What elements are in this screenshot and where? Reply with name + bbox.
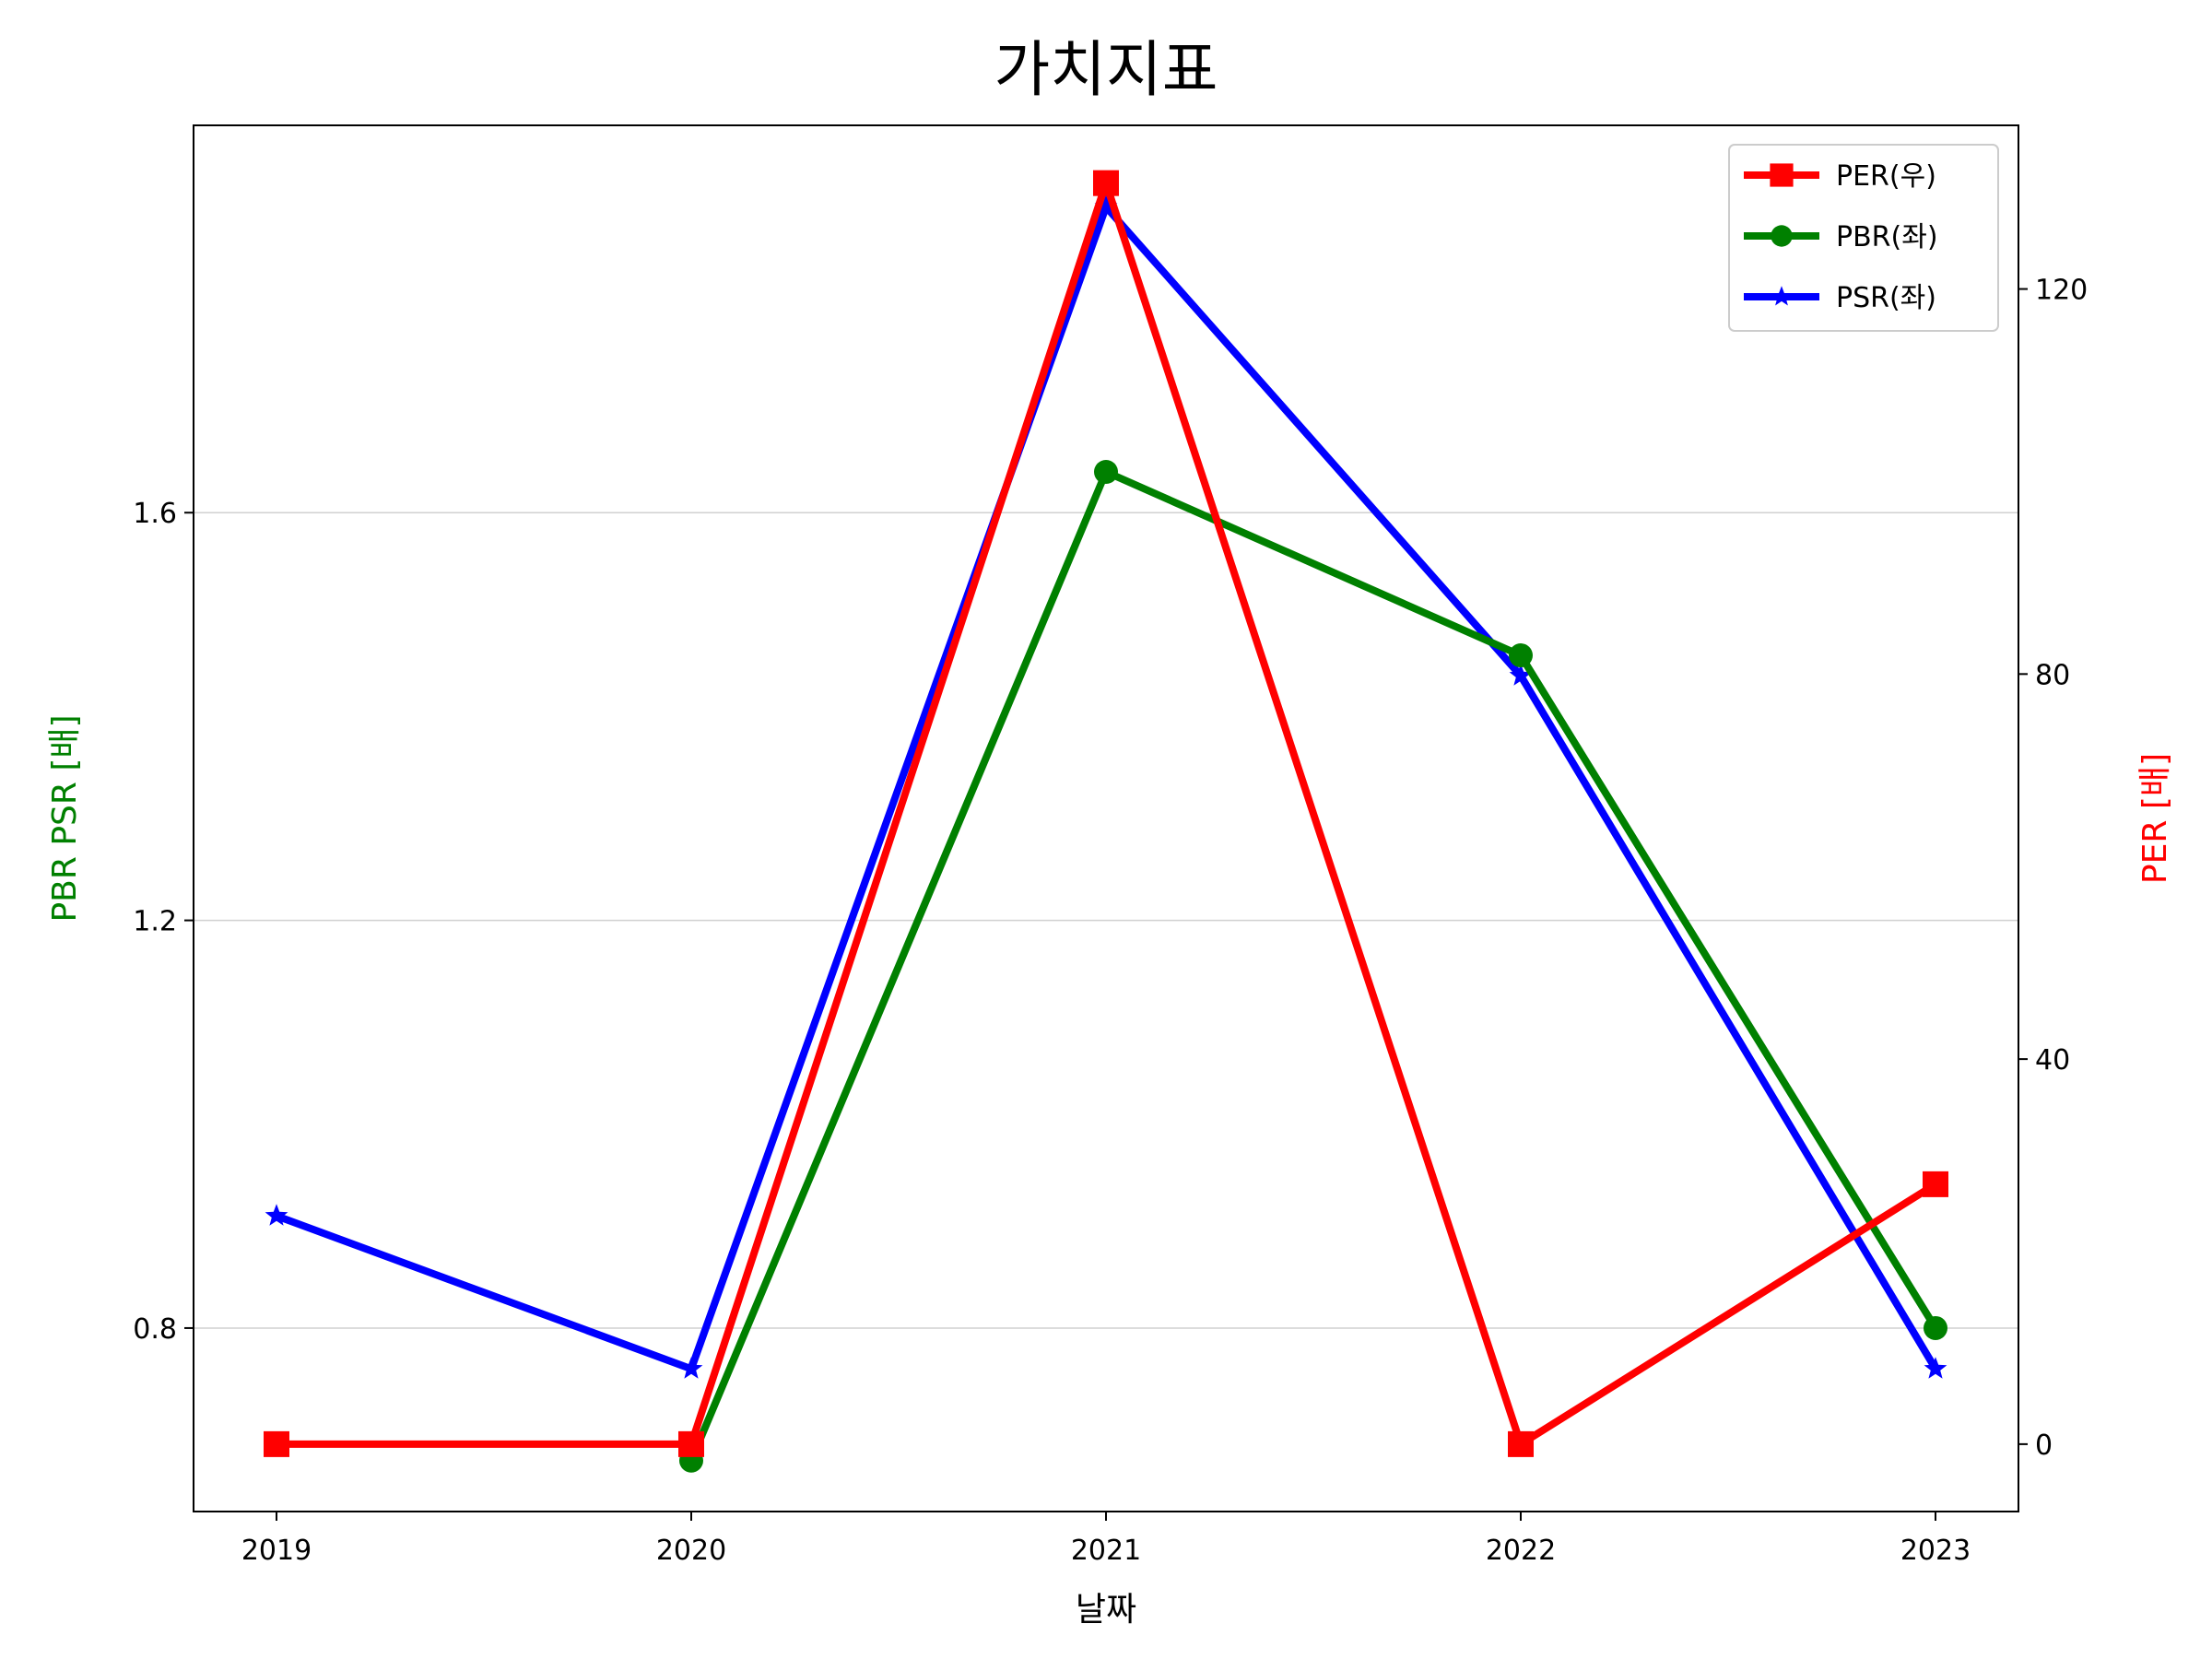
data-point-pbr-2022 [1509, 643, 1533, 668]
y-axis-left: 0.8 1.2 1.6 [133, 498, 194, 1346]
data-point-pbr-2023 [1924, 1315, 1947, 1340]
x-axis: 2019 2020 2021 2022 2023 [241, 1512, 1971, 1567]
data-point-per-2022 [1508, 1430, 1534, 1457]
data-point-per-2023 [1923, 1171, 1948, 1197]
legend-item-psr: PSR(좌) [1744, 282, 1936, 314]
data-point-psr-2020 [679, 1357, 703, 1379]
series-psr [265, 194, 1947, 1379]
y-left-tick-label-0: 0.8 [133, 1313, 177, 1346]
data-point-per-2020 [678, 1430, 704, 1457]
series-per [264, 170, 1948, 1457]
data-point-psr-2021 [1094, 194, 1118, 217]
x-tick-label-2023: 2023 [1900, 1535, 1971, 1567]
data-point-per-2021 [1093, 170, 1119, 196]
grid-lines [194, 512, 2018, 1329]
chart-title: 가치지표 [994, 34, 1218, 105]
y-right-tick-label-0: 0 [2035, 1430, 2053, 1462]
data-point-psr-2022 [1509, 664, 1533, 686]
legend-label-pbr: PBR(좌) [1836, 221, 1938, 253]
y-right-tick-label-1: 40 [2035, 1044, 2070, 1077]
legend-item-per: PER(우) [1744, 160, 1936, 193]
legend-marker-per [1770, 163, 1794, 187]
series-line-psr [275, 203, 1939, 1373]
legend-item-pbr: PBR(좌) [1744, 221, 1938, 253]
y-right-tick-label-2: 80 [2035, 659, 2070, 691]
data-point-psr-2023 [1924, 1357, 1947, 1379]
y-axis-right: 0 40 80 120 [2018, 275, 2088, 1462]
x-tick-label-2020: 2020 [656, 1535, 726, 1567]
x-tick-label-2022: 2022 [1486, 1535, 1556, 1567]
data-point-per-2019 [264, 1430, 289, 1457]
legend: PER(우) PBR(좌) PSR(좌) [1728, 144, 1999, 332]
x-tick-label-2021: 2021 [1071, 1535, 1141, 1567]
legend-label-per: PER(우) [1836, 160, 1936, 193]
legend-box [1728, 144, 1999, 332]
x-tick-label-2019: 2019 [241, 1535, 312, 1567]
data-point-psr-2019 [265, 1204, 288, 1226]
legend-label-psr: PSR(좌) [1836, 282, 1936, 314]
legend-marker-pbr [1771, 225, 1793, 247]
y-left-tick-label-2: 1.6 [133, 498, 177, 530]
data-point-pbr-2021 [1094, 460, 1118, 484]
plot-series [264, 170, 1948, 1473]
y-axis-right-label: PER [배] [2136, 753, 2174, 884]
legend-marker-psr [1771, 286, 1793, 306]
series-line-pbr [688, 468, 1939, 1463]
y-left-tick-label-1: 1.2 [133, 906, 177, 938]
series-line-per [276, 179, 1938, 1448]
y-right-tick-label-3: 120 [2035, 275, 2088, 307]
x-axis-label: 날짜 [1076, 1591, 1136, 1629]
y-axis-left-label: PBR PSR [배] [46, 714, 84, 922]
series-pbr [679, 460, 1947, 1473]
